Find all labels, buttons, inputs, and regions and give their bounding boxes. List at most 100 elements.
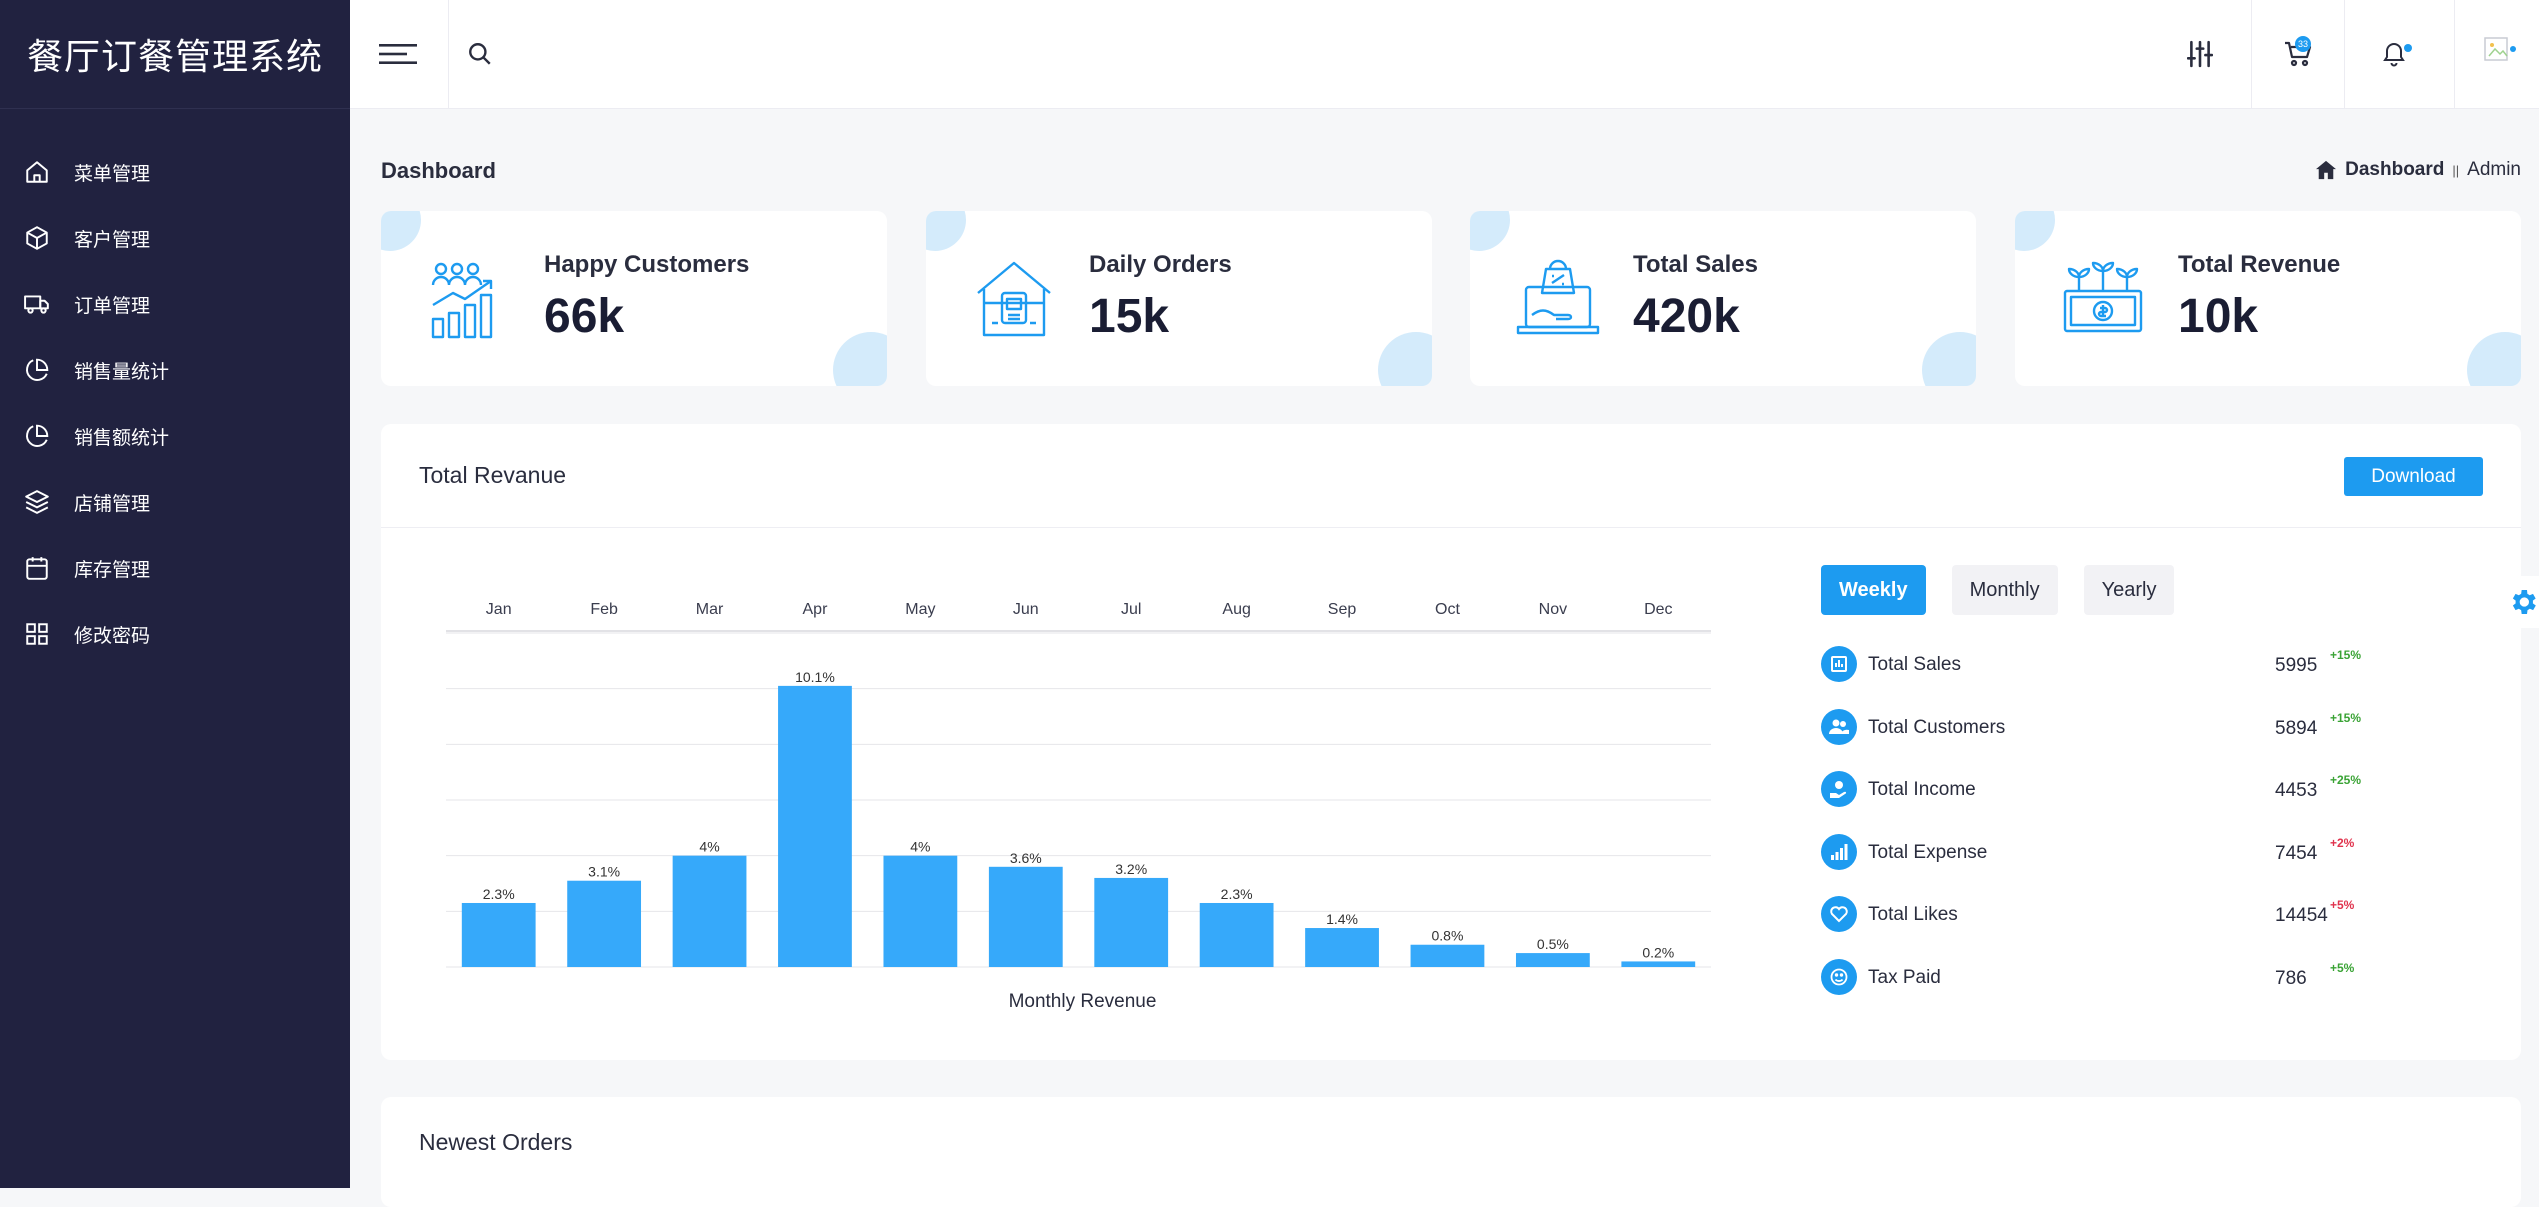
chart-bar [883, 855, 958, 967]
notification-dot [2404, 44, 2412, 52]
chart-data-label: 0.2% [1642, 944, 1674, 960]
cart-button[interactable]: 33 [2251, 0, 2344, 108]
bell-icon [2383, 42, 2405, 67]
chart-canvas: 2.3% Jan 3.1% Feb 4% Mar 10.1% Apr 4% May 3.6% Jun 3… [446, 601, 1711, 1012]
card-decoration [2467, 332, 2521, 386]
chart-data-label: 0.8% [1431, 928, 1463, 944]
stat-label: Total Likes [1868, 904, 1958, 925]
sidebar-item-label: 店铺管理 [74, 492, 151, 515]
stat-value: 5995 [2275, 655, 2318, 676]
online-dot [2510, 46, 2516, 52]
sidebar-item-menu[interactable]: 菜单管理 [0, 139, 350, 205]
app-title: 餐厅订餐管理系统 [0, 0, 350, 109]
home-icon [26, 161, 48, 183]
bar-chart-icon [1821, 646, 1857, 682]
stat-value: 7454 [2275, 842, 2318, 864]
chart-x-tick-label: Sep [1328, 601, 1357, 618]
chart-x-tick-label: Jan [486, 601, 512, 618]
money-plant-icon [2063, 261, 2143, 333]
card-decoration [926, 211, 966, 251]
box-icon [26, 226, 48, 250]
stat-value: 5894 [2275, 717, 2318, 739]
chart-x-tick-label: Oct [1435, 601, 1460, 618]
sidebar-item-sales-amount[interactable]: 销售额统计 [0, 403, 350, 469]
breadcrumb: Dashboard || Admin [2315, 159, 2521, 181]
stat-row-total-likes: Total Likes 14454 +5% [1821, 896, 2381, 959]
tab-yearly[interactable]: Yearly [2083, 565, 2175, 615]
layers-icon [25, 490, 49, 514]
heart-icon [1821, 896, 1857, 932]
stat-row-total-income: Total Income 4453 +25% [1821, 771, 2381, 834]
chart-data-label: 10.1% [795, 669, 835, 685]
menu-toggle-button[interactable] [350, 0, 448, 108]
breadcrumb-separator: || [2452, 162, 2460, 178]
newest-orders-panel: Newest Orders [381, 1097, 2521, 1207]
stat-label: Total Sales [1868, 654, 1961, 675]
sidebar-item-label: 库存管理 [74, 558, 151, 581]
search-button[interactable] [448, 0, 512, 108]
card-value: 420k [1633, 290, 1740, 343]
grid-icon [26, 623, 48, 645]
monthly-revenue-chart: 2.3% Jan 3.1% Feb 4% Mar 10.1% Apr 4% May 3.6% Jun 3… [421, 554, 1721, 1012]
sidebar-item-label: 客户管理 [74, 228, 151, 251]
chart-bar [567, 880, 642, 967]
page-title: Dashboard [381, 158, 496, 183]
panel-title: Total Revanue [419, 462, 567, 488]
stat-card-daily-orders: Daily Orders 15k [926, 211, 1432, 386]
panel-title: Newest Orders [419, 1129, 573, 1155]
filter-button[interactable] [2152, 0, 2248, 108]
sidebar-item-customers[interactable]: 客户管理 [0, 205, 350, 271]
divider [2251, 0, 2252, 108]
calendar-icon [26, 557, 48, 580]
chart-bar [461, 902, 536, 967]
chart-data-label: 4% [910, 839, 930, 855]
tab-weekly[interactable]: Weekly [1821, 565, 1926, 615]
chart-data-label: 0.5% [1537, 936, 1569, 952]
user-avatar-button[interactable] [2462, 0, 2539, 108]
sidebar-item-label: 订单管理 [74, 294, 151, 317]
chart-x-tick-label: Mar [696, 601, 724, 618]
notifications-button[interactable] [2344, 0, 2444, 108]
stat-row-total-sales: Total Sales 5995 +15% [1821, 646, 2381, 709]
card-decoration [1470, 211, 1510, 251]
chart-data-label: 2.3% [1221, 886, 1253, 902]
stat-row-tax-paid: Tax Paid 786 +5% [1821, 958, 2381, 1022]
chart-x-tick-label: Aug [1222, 601, 1250, 618]
settings-button[interactable] [2503, 576, 2539, 628]
signal-icon [1821, 833, 1857, 870]
sidebar-item-inventory[interactable]: 库存管理 [0, 535, 350, 601]
card-value: 10k [2178, 290, 2259, 343]
download-button[interactable]: Download [2344, 457, 2483, 496]
sidebar-item-sales-volume[interactable]: 销售量统计 [0, 337, 350, 403]
stat-change: +5% [2330, 960, 2355, 975]
chart-x-tick-label: Dec [1644, 601, 1672, 618]
sidebar-item-stores[interactable]: 店铺管理 [0, 469, 350, 535]
card-decoration [381, 211, 421, 251]
chart-data-label: 3.6% [1010, 850, 1042, 866]
chart-bar [1515, 953, 1590, 967]
stat-label: Total Customers [1868, 716, 2006, 738]
pie-chart-icon [26, 358, 49, 381]
sidebar-item-change-password[interactable]: 修改密码 [0, 601, 350, 667]
smile-icon [1821, 958, 1857, 995]
chart-bar [988, 866, 1063, 967]
chart-bar [1621, 961, 1696, 967]
tab-monthly[interactable]: Monthly [1951, 565, 2058, 615]
stat-row-total-expense: Total Expense 7454 +2% [1821, 833, 2381, 897]
summary-stats: Total Sales 5995 +15% Total Customers 58… [1821, 646, 2381, 1021]
card-decoration [2015, 211, 2055, 251]
chart-bar [1410, 944, 1485, 967]
breadcrumb-home-link[interactable]: Dashboard [2345, 159, 2445, 180]
chart-x-tick-label: Jun [1013, 601, 1039, 618]
gear-icon [2512, 590, 2536, 614]
truck-icon [24, 295, 49, 314]
stat-value: 4453 [2275, 780, 2318, 801]
chart-data-label: 4% [699, 839, 719, 855]
sliders-icon [2187, 40, 2213, 68]
sidebar-item-orders[interactable]: 订单管理 [0, 271, 350, 337]
card-decoration [1922, 332, 1976, 386]
card-decoration [1378, 332, 1432, 386]
card-value: 15k [1089, 290, 1170, 343]
pie-chart-icon [26, 424, 49, 447]
breadcrumb-current: Admin [2467, 159, 2521, 180]
